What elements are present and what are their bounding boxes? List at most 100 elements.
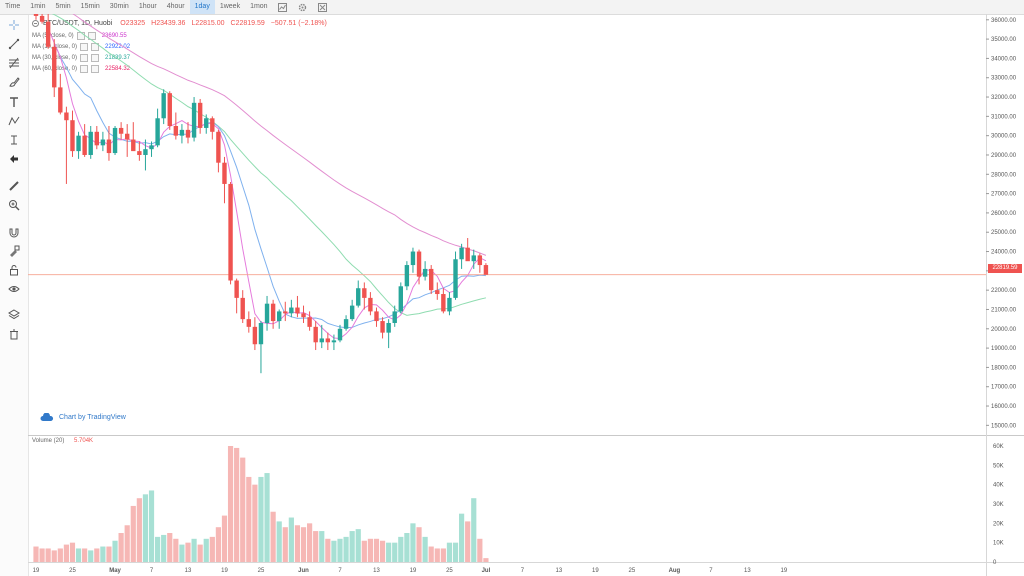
timeframe-list: Time 1min 5min 15min 30min 1hour 4hour 1day 1wee… bbox=[0, 0, 273, 14]
tradingview-watermark[interactable]: Chart by TradingView bbox=[40, 413, 126, 422]
volume-label: Volume (20) bbox=[32, 438, 65, 444]
settings-icon[interactable] bbox=[297, 1, 309, 13]
timeframe-5min[interactable]: 5min bbox=[55, 3, 71, 10]
timeframe-30min[interactable]: 30min bbox=[109, 3, 129, 10]
volume-bar bbox=[179, 544, 185, 562]
pattern-icon[interactable] bbox=[7, 114, 21, 128]
settings-toggle-icon[interactable] bbox=[91, 65, 100, 73]
volume-bar bbox=[282, 527, 288, 562]
layers-icon[interactable] bbox=[7, 307, 21, 321]
fullscreen-icon[interactable] bbox=[317, 1, 329, 13]
volume-bar bbox=[319, 531, 325, 562]
ma30-line bbox=[51, 14, 487, 316]
lock-draw-icon[interactable] bbox=[7, 244, 21, 258]
volume-bar bbox=[118, 533, 124, 562]
volume-bar bbox=[361, 540, 367, 562]
brush-icon[interactable] bbox=[7, 75, 21, 89]
candle-body bbox=[295, 307, 300, 314]
candle-body bbox=[416, 251, 422, 277]
candle-body bbox=[422, 268, 428, 277]
x-tick-label: 19 bbox=[410, 568, 417, 574]
volume-bar bbox=[142, 494, 149, 562]
price-chart[interactable]: 36000.00 35000.00 34000.00 33000.00 32000.00… bbox=[28, 14, 1024, 576]
candle-body bbox=[39, 15, 45, 22]
settings-toggle-icon[interactable] bbox=[91, 54, 100, 62]
volume-bar bbox=[416, 527, 422, 562]
volume-bar bbox=[288, 517, 294, 562]
arrow-icon[interactable] bbox=[7, 152, 21, 166]
candle-body bbox=[404, 265, 410, 287]
candle-body bbox=[258, 322, 264, 345]
lock-icon[interactable] bbox=[7, 263, 21, 277]
timeframe-1day[interactable]: 1day bbox=[189, 0, 215, 14]
candle-body bbox=[319, 338, 324, 343]
text-icon[interactable] bbox=[7, 95, 21, 109]
candle-body bbox=[483, 265, 489, 275]
timeframe-1week[interactable]: 1week bbox=[219, 3, 241, 10]
fib-icon[interactable] bbox=[7, 56, 21, 70]
volume-bar bbox=[422, 536, 428, 562]
candle-body bbox=[435, 290, 440, 295]
ma-value: 22922.02 bbox=[105, 44, 131, 50]
volume-bar bbox=[234, 447, 240, 562]
volume-bar bbox=[264, 473, 270, 562]
ma60-line bbox=[72, 14, 487, 256]
candle-body bbox=[118, 127, 124, 134]
candle-body bbox=[137, 151, 142, 155]
zoom-icon[interactable] bbox=[7, 198, 21, 212]
ma-label: MA (5, close, 0) bbox=[32, 33, 74, 39]
x-tick-label: 7 bbox=[521, 568, 525, 574]
y-tick-label: 35000.00 bbox=[991, 37, 1017, 43]
volume-value: 5.704K bbox=[74, 438, 94, 444]
collapse-icon[interactable] bbox=[32, 20, 39, 27]
volume-bar bbox=[203, 538, 209, 562]
candle-body bbox=[277, 311, 282, 322]
volume-bar bbox=[112, 540, 118, 562]
chart-type-icon[interactable] bbox=[277, 1, 289, 13]
timeframe-1hour[interactable]: 1hour bbox=[138, 3, 157, 10]
candle-body bbox=[210, 118, 215, 132]
candle-body bbox=[410, 251, 416, 266]
y-tick-label: 29000.00 bbox=[991, 153, 1017, 159]
candle-body bbox=[149, 145, 154, 150]
x-tick-label: May bbox=[109, 568, 121, 574]
x-tick-label: Aug bbox=[669, 568, 681, 574]
volume-bar bbox=[300, 527, 307, 562]
magnet-icon[interactable] bbox=[7, 225, 21, 239]
eye-toggle-icon[interactable] bbox=[80, 65, 89, 73]
symbol-label: BTC/USDT, 1D, Huobi bbox=[43, 20, 113, 27]
timeframe-1min[interactable]: 1min bbox=[30, 3, 46, 10]
timeframe-4hour[interactable]: 4hour bbox=[166, 3, 185, 10]
candle-body bbox=[465, 247, 470, 262]
ohlc-open: O23325 bbox=[120, 20, 146, 27]
volume-tick-label: 10K bbox=[993, 541, 1004, 547]
volume-bar bbox=[331, 540, 337, 562]
volume-bar bbox=[355, 529, 361, 562]
candle-body bbox=[301, 313, 306, 318]
candle-body bbox=[76, 135, 81, 152]
volume-bar bbox=[185, 542, 191, 562]
eye-toggle-icon[interactable] bbox=[80, 43, 89, 51]
eye-toggle-icon[interactable] bbox=[80, 54, 89, 62]
y-tick-label: 20000.00 bbox=[991, 327, 1017, 333]
candle-body bbox=[471, 255, 476, 262]
timeframe-15min[interactable]: 15min bbox=[80, 3, 100, 10]
timeframe-time[interactable]: Time bbox=[5, 3, 21, 10]
volume-bar bbox=[276, 521, 282, 562]
crosshair-icon[interactable] bbox=[7, 18, 21, 32]
candle-body bbox=[453, 259, 458, 298]
measure-icon[interactable] bbox=[7, 133, 21, 147]
volume-bar bbox=[252, 484, 258, 562]
volume-bar bbox=[343, 536, 349, 562]
candle-body bbox=[264, 303, 270, 323]
volume-bar bbox=[227, 446, 234, 562]
settings-toggle-icon[interactable] bbox=[91, 43, 100, 51]
candle-body bbox=[270, 303, 276, 322]
trend-line-icon[interactable] bbox=[7, 37, 21, 51]
timeframe-1mon[interactable]: 1mon bbox=[250, 3, 268, 10]
trash-icon[interactable] bbox=[7, 327, 21, 341]
cloud-logo-icon bbox=[40, 413, 54, 421]
ruler-icon[interactable] bbox=[7, 179, 21, 193]
eye-icon[interactable] bbox=[7, 282, 21, 296]
candle-body bbox=[307, 317, 312, 327]
